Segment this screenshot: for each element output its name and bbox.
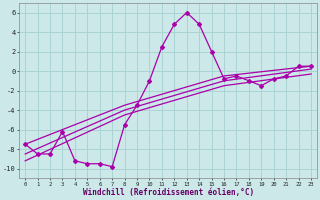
X-axis label: Windchill (Refroidissement éolien,°C): Windchill (Refroidissement éolien,°C)	[83, 188, 254, 197]
